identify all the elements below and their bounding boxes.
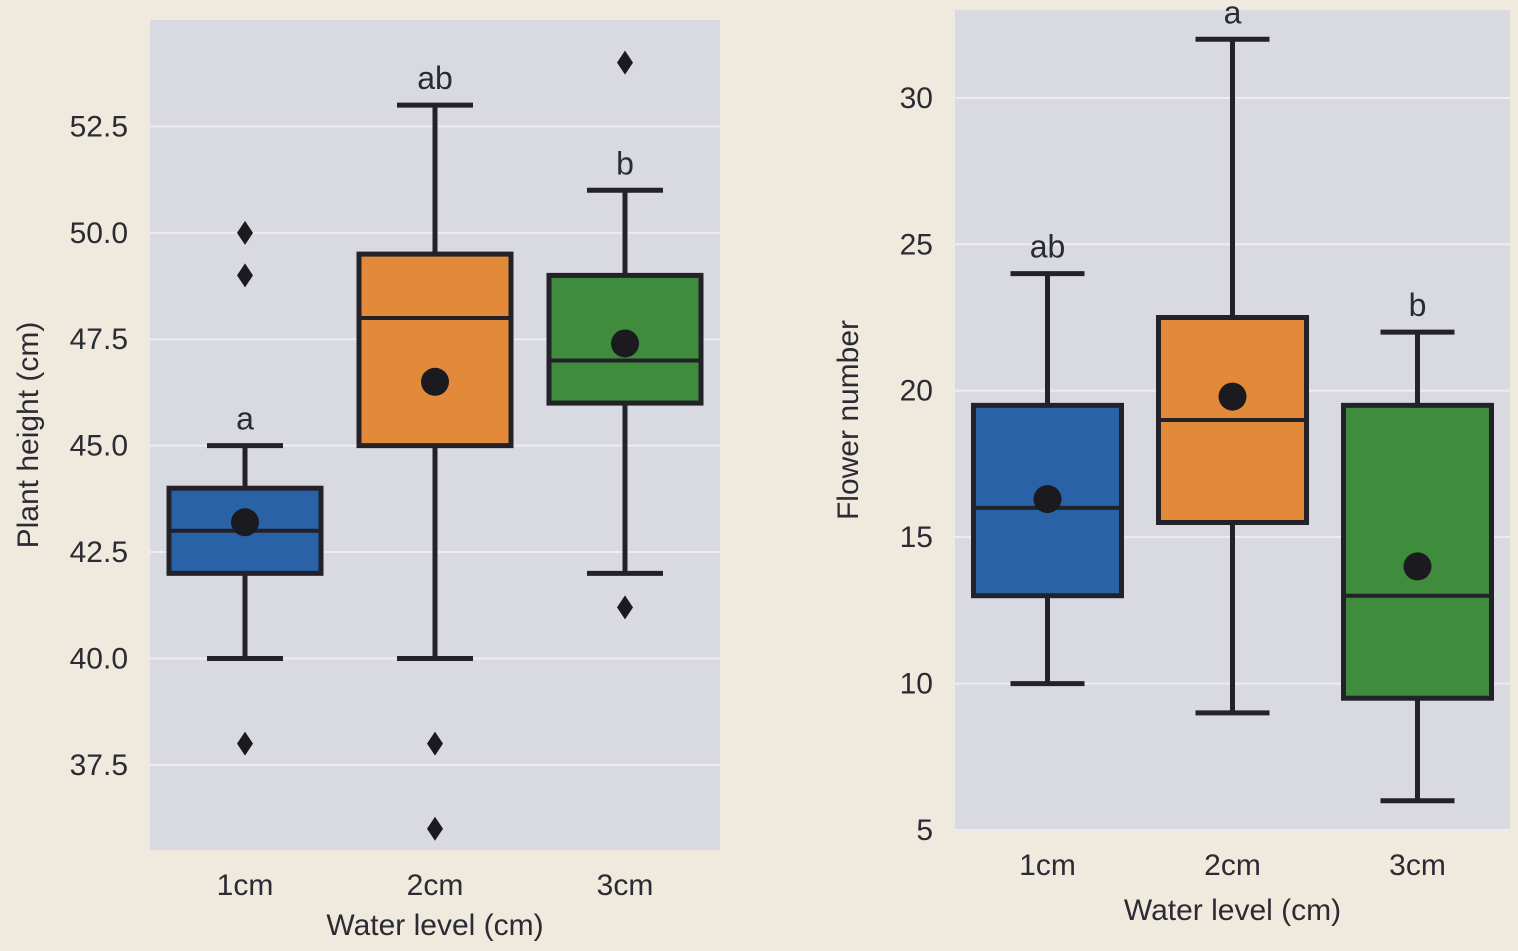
- x-tick-label: 2cm: [1204, 849, 1261, 882]
- mean-point: [611, 329, 639, 358]
- y-tick-label: 47.5: [70, 323, 128, 356]
- x-tick-label: 3cm: [597, 869, 654, 902]
- x-tick-label: 3cm: [1389, 849, 1446, 882]
- y-tick-label: 37.5: [70, 749, 128, 782]
- outlier-point: [237, 731, 253, 756]
- y-tick-label: 20: [900, 375, 933, 408]
- mean-point: [1403, 552, 1432, 581]
- significance-label: a: [236, 401, 254, 437]
- outlier-point: [237, 263, 253, 288]
- y-tick-label: 52.5: [70, 110, 128, 143]
- significance-label: ab: [1030, 229, 1066, 265]
- box-3cm: [1341, 402, 1494, 701]
- y-tick-label: 15: [900, 521, 933, 554]
- mean-point: [1218, 382, 1247, 411]
- y-tick-label: 40.0: [70, 642, 128, 675]
- y-tick-label: 42.5: [70, 536, 128, 569]
- x-tick-label: 1cm: [217, 869, 274, 902]
- significance-label: b: [616, 145, 634, 181]
- y-tick-label: 30: [900, 82, 933, 115]
- mean-point: [1033, 485, 1062, 514]
- outlier-point: [617, 50, 633, 75]
- significance-label: ab: [417, 60, 453, 96]
- y-tick-label: 10: [900, 668, 933, 701]
- significance-label: a: [1224, 0, 1242, 30]
- x-axis-label: Water level (cm): [1124, 894, 1341, 927]
- outlier-point: [427, 816, 443, 841]
- outlier-point: [237, 220, 253, 245]
- x-tick-label: 1cm: [1019, 849, 1076, 882]
- y-tick-label: 45.0: [70, 430, 128, 463]
- x-axis-label: Water level (cm): [326, 909, 543, 942]
- mean-point: [231, 508, 259, 537]
- outlier-point: [617, 595, 633, 620]
- y-axis-label: Flower number: [832, 320, 865, 520]
- y-tick-label: 50.0: [70, 217, 128, 250]
- flower-number-boxplot: 5 10 15 20 25 30 ab 1cm a 2cm b 3cm Water level (cm)…: [760, 0, 1518, 951]
- y-tick-label: 5: [916, 814, 933, 847]
- y-tick-label: 25: [900, 228, 933, 261]
- plant-height-boxplot: 37.5 40.0 42.5 45.0 47.5 50.0 52.5 a 1cm ab 2cm b 3c…: [12, 20, 720, 942]
- plant-height-svg: 37.5 40.0 42.5 45.0 47.5 50.0 52.5 a 1cm ab 2cm b 3c…: [12, 20, 720, 942]
- mean-point: [421, 367, 449, 396]
- flower-number-svg: 5 10 15 20 25 30 ab 1cm a 2cm b 3cm Water level (cm)…: [832, 0, 1510, 927]
- y-axis-label: Plant height (cm): [12, 322, 45, 549]
- significance-label: b: [1409, 287, 1427, 323]
- box-2cm: [356, 251, 514, 449]
- x-tick-label: 2cm: [407, 869, 464, 902]
- outlier-point: [427, 731, 443, 756]
